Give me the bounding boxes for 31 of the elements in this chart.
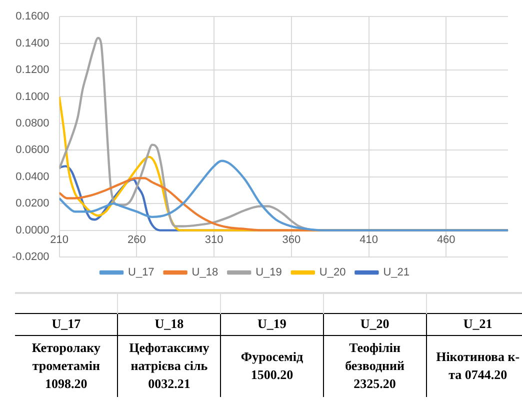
text: Кеторолаку трометамін 1098.20 — [30, 339, 102, 394]
y-tick-label: 0.1200 — [16, 64, 50, 76]
y-tick-label: 0.0600 — [16, 144, 50, 156]
legend-label: U_19 — [256, 266, 282, 279]
text: U_17 — [52, 316, 81, 331]
y-tick-label: -0.0200 — [12, 251, 50, 264]
x-tick-label: 260 — [127, 234, 146, 246]
x-tick-label: 460 — [436, 234, 456, 246]
y-tick-label: 0.0000 — [16, 224, 50, 236]
text: U_19 — [258, 316, 286, 331]
text: U_21 — [463, 316, 492, 331]
y-tick-label: 0.1600 — [16, 10, 50, 23]
x-tick-label: 210 — [50, 234, 68, 246]
legend-label: U_18 — [192, 266, 218, 279]
text: Нікотинова к-та 0744.20 — [426, 335, 522, 397]
text: Теофілін безводний 2325.20 — [323, 335, 426, 397]
legend-label: U_21 — [383, 266, 410, 279]
x-tick-label: 360 — [282, 234, 301, 246]
text: U_18 — [154, 316, 184, 331]
text: Цефотаксиму натрієва сіль 0032.21 — [118, 335, 221, 397]
legend-label: U_17 — [128, 266, 154, 279]
x-tick-label: 310 — [204, 234, 224, 246]
y-tick-label: 0.0400 — [16, 170, 50, 183]
x-tick-label: 410 — [360, 234, 378, 246]
legend-label: U_20 — [319, 266, 346, 279]
y-tick-label: 0.0800 — [16, 117, 50, 130]
y-tick-label: 0.1400 — [16, 37, 50, 50]
text: U_20 — [360, 316, 390, 331]
text: Фуросемід 1500.20 — [220, 335, 324, 397]
y-tick-label: 0.0200 — [16, 198, 50, 210]
y-tick-label: 0.1000 — [16, 90, 50, 103]
